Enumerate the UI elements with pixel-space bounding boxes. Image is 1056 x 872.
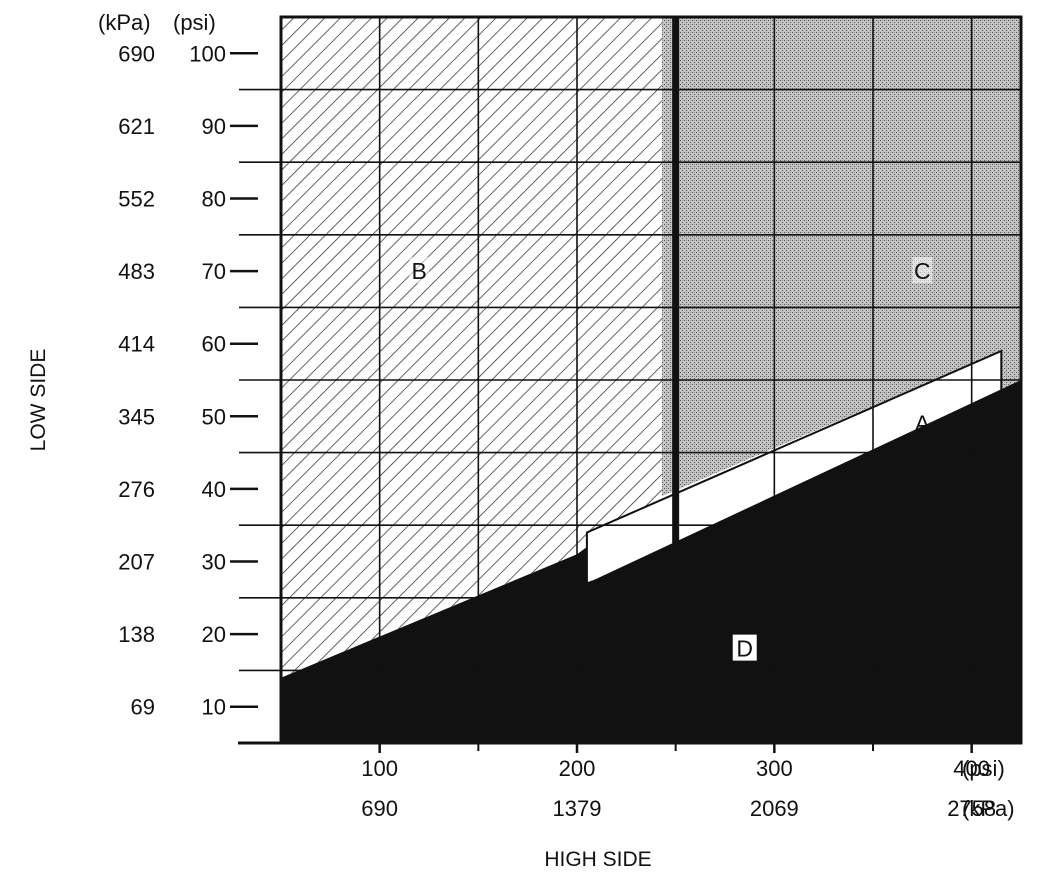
y-tick-label-psi: 30 [202, 550, 226, 575]
y-axis-title: LOW SIDE [27, 349, 50, 452]
y-tick-label-kpa: 483 [118, 259, 155, 284]
y-tick-label-kpa: 138 [118, 622, 155, 647]
region-b [281, 17, 662, 678]
y-tick-label-kpa: 414 [118, 332, 155, 357]
y-tick-label-kpa: 552 [118, 187, 155, 212]
x-tick-label-psi: 300 [756, 756, 793, 781]
y-tick-label-kpa: 207 [118, 550, 155, 575]
x-tick-label-psi: 400 [953, 756, 990, 781]
region-label-c-box [912, 257, 933, 284]
x-tick-label-psi: 100 [361, 756, 398, 781]
region-label-b-box [409, 257, 430, 284]
region-label-a: A [915, 411, 931, 437]
region-label-d: D [736, 636, 753, 662]
y-tick-label-kpa: 276 [118, 477, 155, 502]
y-unit-kpa-label: (kPa) [98, 10, 151, 35]
y-tick-label-psi: 10 [202, 695, 226, 720]
x-tick-label-kpa: 690 [361, 796, 398, 821]
labels-layer: A B C D [409, 257, 933, 662]
axes-layer: 100 690 90 621 80 552 70 483 60 414 50 345 40 276 30 20… [118, 41, 1021, 821]
y-tick-label-kpa: 690 [118, 41, 155, 66]
regions-layer [281, 17, 1021, 743]
region-label-b: B [411, 258, 426, 284]
region-label-d-box [732, 634, 757, 661]
x-unit-psi-label: (psi) [962, 756, 1005, 781]
y-tick-label-psi: 50 [202, 404, 226, 429]
y-tick-label-psi: 40 [202, 477, 226, 502]
x-tick-label-kpa: 1379 [553, 796, 602, 821]
y-tick-label-psi: 60 [202, 332, 226, 357]
x-axis-title: HIGH SIDE [544, 848, 651, 871]
x-tick-label-kpa: 2758 [947, 796, 996, 821]
y-tick-label-kpa: 69 [131, 695, 155, 720]
region-d [281, 380, 1021, 743]
grid-layer [239, 15, 1023, 745]
x-tick-label-psi: 200 [559, 756, 596, 781]
y-tick-label-psi: 70 [202, 259, 226, 284]
region-label-c: C [914, 258, 931, 284]
y-tick-label-kpa: 621 [118, 114, 155, 139]
x-tick-label-kpa: 2069 [750, 796, 799, 821]
y-tick-label-kpa: 345 [118, 404, 155, 429]
y-tick-label-psi: 90 [202, 114, 226, 139]
y-tick-label-psi: 20 [202, 622, 226, 647]
y-tick-label-psi: 100 [189, 41, 226, 66]
y-unit-psi-label: (psi) [173, 10, 216, 35]
x-unit-kpa-label: (kPa) [962, 796, 1015, 821]
region-c [661, 17, 1021, 497]
y-tick-label-psi: 80 [202, 187, 226, 212]
